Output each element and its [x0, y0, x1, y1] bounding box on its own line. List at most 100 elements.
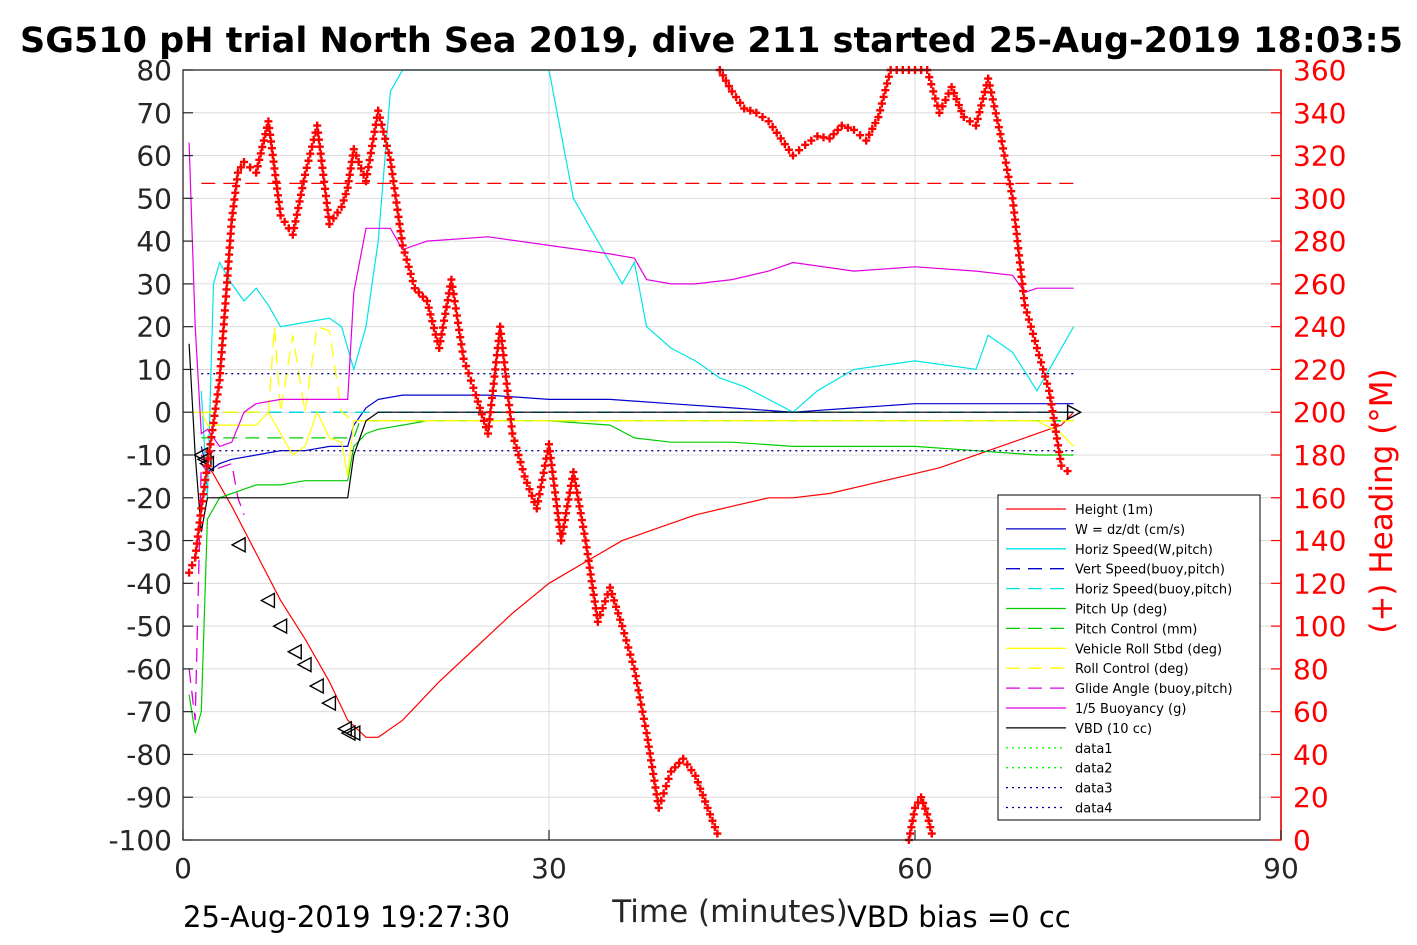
- footer-vbd-bias: VBD bias =0 cc: [847, 900, 1071, 934]
- heading-marker: [270, 164, 279, 173]
- heading-marker: [437, 330, 446, 339]
- heading-marker: [649, 769, 658, 778]
- heading-marker: [573, 488, 582, 497]
- heading-marker: [1039, 365, 1048, 374]
- depth-triangle-marker: [230, 536, 246, 554]
- heading-marker: [288, 230, 297, 239]
- heading-marker: [1055, 448, 1064, 457]
- heading-marker: [322, 198, 331, 207]
- legend-entry-label: Horiz Speed(W,pitch): [1075, 543, 1213, 558]
- heading-marker: [538, 475, 547, 484]
- heading-marker: [215, 376, 224, 385]
- heading-marker: [414, 288, 423, 297]
- heading-marker: [276, 211, 285, 220]
- heading-marker: [195, 518, 204, 527]
- heading-marker: [225, 250, 234, 259]
- heading-marker: [1007, 187, 1016, 196]
- heading-marker: [582, 543, 591, 552]
- heading-marker: [926, 823, 935, 832]
- heading-marker: [988, 95, 997, 104]
- heading-marker: [388, 170, 397, 179]
- heading-marker: [196, 511, 205, 520]
- heading-marker: [862, 136, 871, 145]
- heading-marker: [205, 447, 214, 456]
- heading-marker: [545, 447, 554, 456]
- depth-triangle-marker: [272, 617, 288, 635]
- heading-marker: [919, 798, 928, 807]
- heading-marker: [633, 679, 642, 688]
- heading-marker: [219, 327, 228, 336]
- heading-marker: [192, 539, 201, 548]
- heading-marker: [218, 341, 227, 350]
- y-right-tick-label: 120: [1293, 567, 1346, 600]
- heading-marker: [266, 130, 275, 139]
- heading-marker: [534, 497, 543, 506]
- heading-marker: [654, 803, 663, 812]
- heading-marker: [464, 369, 473, 378]
- heading-marker: [1050, 420, 1059, 429]
- heading-marker: [393, 205, 402, 214]
- heading-marker: [487, 401, 496, 410]
- heading-marker: [499, 351, 508, 360]
- heading-marker: [581, 536, 590, 545]
- heading-marker: [795, 146, 804, 155]
- heading-marker: [500, 358, 509, 367]
- heading-marker: [664, 774, 673, 783]
- heading-marker: [253, 162, 262, 171]
- y-right-tick-label: 360: [1293, 54, 1346, 87]
- heading-marker: [259, 136, 268, 145]
- heading-marker: [662, 782, 671, 791]
- heading-marker: [588, 583, 597, 592]
- heading-marker: [221, 299, 230, 308]
- heading-marker: [447, 275, 456, 284]
- heading-marker: [671, 763, 680, 772]
- heading-marker: [298, 184, 307, 193]
- heading-marker: [228, 209, 237, 217]
- heading-marker: [606, 583, 614, 592]
- heading-marker: [523, 478, 532, 487]
- heading-marker: [188, 561, 197, 570]
- heading-marker: [784, 145, 793, 154]
- heading-marker: [258, 143, 267, 151]
- legend-entry-label: Vert Speed(buoy,pitch): [1075, 563, 1225, 578]
- heading-marker: [504, 393, 513, 402]
- heading-marker: [975, 108, 984, 117]
- heading-marker: [456, 333, 465, 342]
- heading-marker: [593, 617, 602, 626]
- heading-marker: [1011, 222, 1020, 231]
- heading-marker: [391, 191, 400, 200]
- heading-marker: [505, 408, 514, 417]
- heading-marker: [213, 390, 222, 399]
- heading-marker: [1012, 229, 1021, 238]
- heading-marker: [683, 760, 692, 769]
- heading-marker: [641, 721, 650, 730]
- heading-marker: [925, 73, 934, 82]
- heading-marker: [337, 202, 346, 211]
- heading-marker: [365, 156, 374, 165]
- heading-marker: [227, 222, 236, 231]
- heading-marker: [563, 502, 572, 511]
- heading-marker: [466, 376, 475, 385]
- heading-marker: [314, 128, 323, 137]
- heading-marker: [198, 497, 207, 506]
- heading-marker: [233, 175, 242, 184]
- heading-marker: [448, 282, 457, 291]
- heading-marker: [313, 121, 322, 130]
- heading-marker: [628, 657, 637, 666]
- heading-marker: [959, 113, 968, 122]
- heading-marker: [881, 86, 890, 95]
- y-tick-label: 20: [136, 311, 172, 344]
- heading-marker: [1004, 172, 1013, 181]
- heading-marker: [1056, 454, 1065, 463]
- heading-marker: [299, 177, 308, 186]
- heading-marker: [1024, 315, 1033, 324]
- heading-marker: [194, 525, 203, 534]
- heading-marker: [965, 117, 974, 126]
- heading-marker: [395, 220, 404, 228]
- legend-entry-label: data3: [1075, 782, 1113, 797]
- heading-marker: [441, 309, 450, 318]
- heading-marker: [222, 285, 231, 294]
- heading-marker: [451, 304, 460, 313]
- heading-marker: [987, 88, 996, 97]
- y-tick-label: 80: [136, 54, 172, 87]
